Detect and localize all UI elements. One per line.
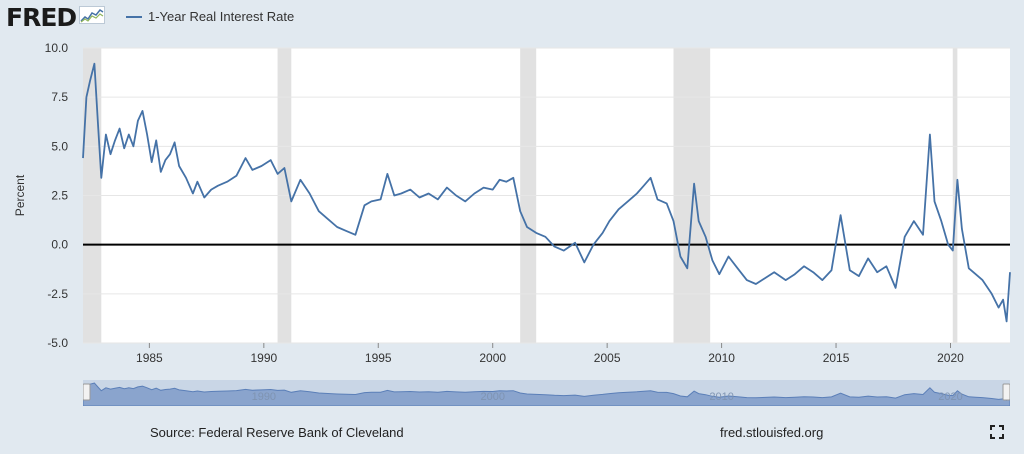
x-tick-label: 1995 bbox=[365, 351, 392, 365]
y-axis-label: Percent bbox=[13, 174, 27, 216]
x-tick-label: 2005 bbox=[594, 351, 621, 365]
navigator-handle-right[interactable] bbox=[1002, 383, 1011, 401]
source-text: Source: Federal Reserve Bank of Clevelan… bbox=[150, 425, 404, 440]
x-tick-label: 2015 bbox=[823, 351, 850, 365]
navigator-label: 2010 bbox=[709, 391, 733, 403]
chart-line-icon bbox=[79, 6, 106, 29]
navigator-label: 2020 bbox=[938, 391, 962, 403]
fred-logo[interactable]: FRED bbox=[6, 3, 106, 32]
y-tick-label: 10.0 bbox=[45, 41, 69, 55]
y-tick-label: -5.0 bbox=[47, 336, 68, 350]
chart-legend[interactable]: 1-Year Real Interest Rate bbox=[126, 9, 294, 24]
navigator-handle-left[interactable] bbox=[82, 383, 91, 401]
x-tick-label: 1990 bbox=[250, 351, 277, 365]
legend-label: 1-Year Real Interest Rate bbox=[148, 9, 295, 24]
navigator-label: 1990 bbox=[252, 391, 276, 403]
y-tick-label: 2.5 bbox=[51, 189, 68, 203]
y-tick-label: 5.0 bbox=[51, 139, 68, 153]
x-tick-label: 2000 bbox=[479, 351, 506, 365]
x-tick-label: 2010 bbox=[708, 351, 735, 365]
y-tick-label: -2.5 bbox=[47, 287, 68, 301]
navigator-series-area bbox=[82, 382, 1011, 407]
x-tick-label: 2020 bbox=[937, 351, 964, 365]
legend-swatch bbox=[126, 15, 142, 18]
fred-url-link[interactable]: fred.stlouisfed.org bbox=[720, 425, 824, 440]
range-navigator[interactable]: 1990 2000 2010 2020 bbox=[82, 380, 1011, 407]
series-line bbox=[82, 62, 1011, 323]
x-tick-label: 1985 bbox=[136, 351, 163, 365]
y-tick-label: 0.0 bbox=[51, 238, 68, 252]
y-tick-label: 7.5 bbox=[51, 90, 68, 104]
logo-text: FRED bbox=[6, 3, 77, 32]
fullscreen-icon[interactable] bbox=[990, 425, 1004, 439]
navigator-label: 2000 bbox=[480, 391, 504, 403]
